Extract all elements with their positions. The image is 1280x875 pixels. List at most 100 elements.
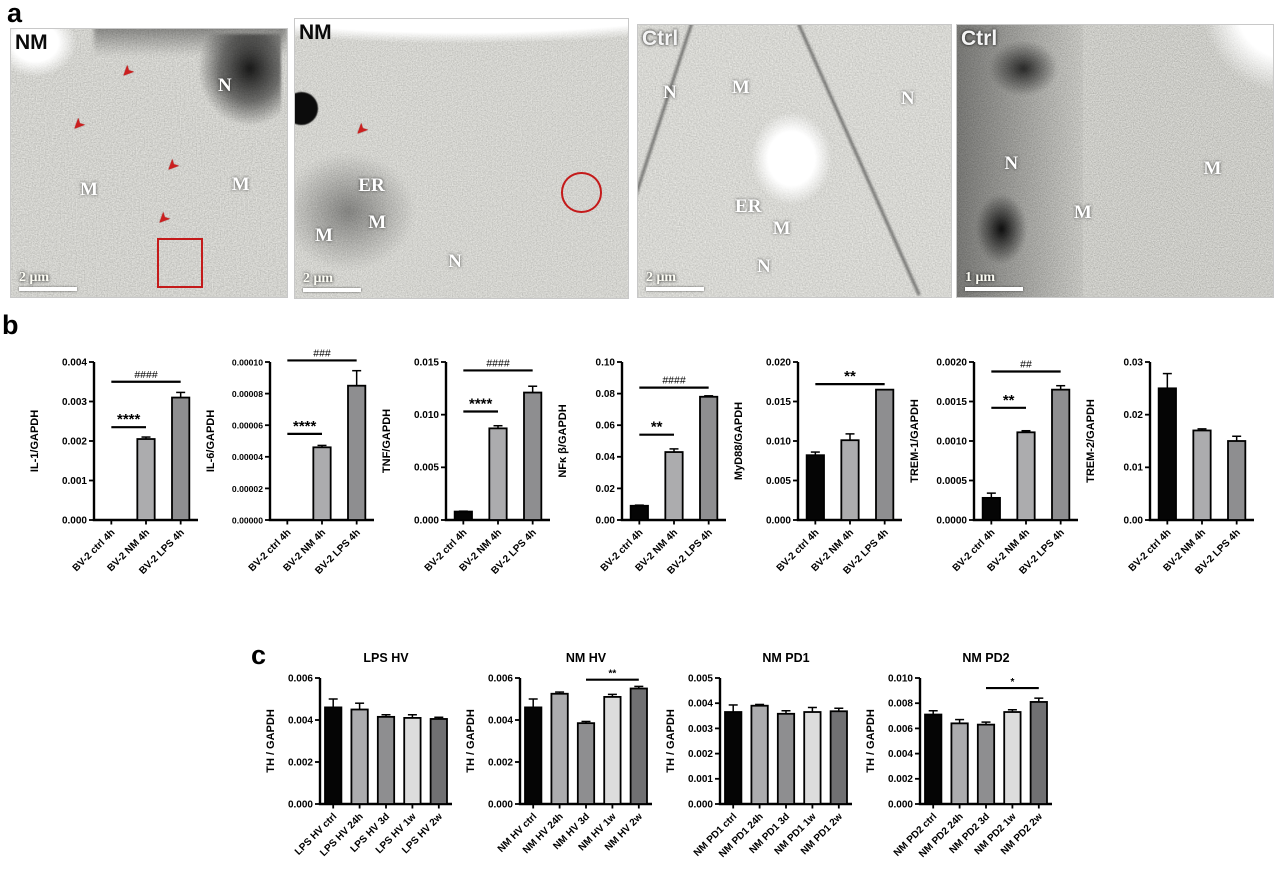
significance-label: ### — [313, 347, 331, 359]
bar-bv-2-ctrl-4h — [805, 454, 825, 521]
bar-bv-2-lps-4h — [875, 388, 895, 521]
y-tick-label: 0.004 — [688, 699, 713, 710]
bar-bv-2-lps-4h — [1227, 440, 1247, 521]
bar-nm-pd1-24h — [750, 704, 769, 805]
em-texture — [295, 19, 628, 298]
bar-nm-pd2-2w — [1029, 701, 1048, 805]
condition-label: Ctrl — [642, 27, 679, 50]
y-tick-label: 0.0015 — [936, 397, 967, 408]
bar-chart-trem1-gapdh: 0.0000 0.0005 0.0010 0.0015 0.0020 BV-2 ctrl … — [908, 326, 1084, 605]
y-tick-label: 0.0020 — [936, 357, 967, 368]
bar-nm-hv-1w — [603, 696, 622, 805]
y-tick-label: 0.00008 — [232, 389, 263, 399]
bar-bv-2-nm-4h — [1192, 429, 1212, 521]
bar-lps-hv-2w — [429, 718, 448, 805]
panel-c-label: c — [251, 640, 267, 670]
bar-chart-nfkb-gapdh: 0.00 0.02 0.04 0.06 0.08 0.10 BV-2 ctrl 4h BV-2… — [556, 326, 732, 605]
y-tick-label: 0.010 — [766, 436, 791, 447]
bar-chart-trem2-gapdh: 0.00 0.01 0.02 0.03 BV-2 ctrl 4h BV-2 NM 4h BV… — [1084, 326, 1260, 605]
y-tick-label: 0.002 — [288, 757, 313, 768]
organelle-label-m: M — [368, 211, 387, 233]
bar-nm-pd1-ctrl — [724, 711, 743, 805]
organelle-label-n: N — [218, 74, 232, 96]
condition-label: NM — [299, 21, 332, 44]
panel-b-chart-row: 0.000 0.001 0.002 0.003 0.004 BV-2 ctrl 4h BV-… — [28, 326, 1260, 605]
significance-label: ** — [844, 368, 856, 385]
scale-bar-label: 2 μm — [19, 270, 50, 285]
panel-a-label: a — [7, 0, 23, 28]
y-axis-label: IL-1/GAPDH — [29, 410, 41, 472]
y-tick-label: 0.06 — [596, 421, 616, 432]
y-tick-label: 0.002 — [688, 749, 713, 760]
significance-label: #### — [134, 369, 158, 381]
organelle-label-n: N — [1004, 152, 1019, 174]
y-axis-label: TH / GAPDH — [465, 709, 477, 773]
bar-bv-2-nm-4h — [488, 427, 508, 521]
scale-bar: 2 μm — [646, 270, 704, 291]
y-tick-label: 0.000 — [766, 515, 791, 526]
bar-bv-2-nm-4h — [312, 446, 332, 521]
bar-lps-hv-3d — [376, 715, 396, 805]
y-tick-label: 0.003 — [62, 397, 87, 408]
organelle-label-m: M — [80, 179, 98, 201]
y-tick-label: 0.005 — [688, 673, 713, 684]
condition-label: Ctrl — [961, 27, 998, 50]
em-texture — [11, 29, 287, 297]
scale-bar: 2 μm — [19, 270, 77, 291]
bar-chart-nm-pd2: NM PD2 0.000 0.002 0.004 0.006 0.008 0.010 NM P… — [860, 648, 1060, 875]
significance-label: #### — [662, 375, 686, 387]
y-tick-label: 0.00000 — [232, 515, 263, 525]
y-tick-label: 0.0000 — [936, 515, 967, 526]
y-tick-label: 0.005 — [414, 463, 439, 474]
organelle-label-m: M — [731, 76, 750, 98]
bar-chart-nm-pd1: NM PD1 0.000 0.001 0.002 0.003 0.004 0.005 NM P… — [660, 648, 860, 875]
bar-chart-lps-hv: LPS HV 0.000 0.002 0.004 0.006 LPS HV ctrl LPS… — [260, 648, 460, 875]
y-tick-label: 0.002 — [62, 436, 87, 447]
organelle-label-m: M — [1073, 201, 1092, 223]
y-tick-label: 0.004 — [288, 715, 313, 726]
y-tick-label: 0.0005 — [936, 476, 967, 487]
y-tick-label: 0.004 — [488, 715, 513, 726]
bar-bv-2-ctrl-4h — [981, 496, 1001, 521]
bar-bv-2-ctrl-4h — [629, 504, 649, 521]
y-tick-label: 0.00002 — [232, 484, 263, 494]
bar-bv-2-lps-4h — [699, 395, 719, 521]
chart-title: NM PD1 — [762, 651, 809, 665]
y-tick-label: 0.000 — [688, 799, 713, 810]
bar-bv-2-lps-4h — [1051, 388, 1071, 521]
organelle-label-m: M — [314, 225, 333, 247]
bar-bv-2-lps-4h — [171, 396, 191, 521]
y-tick-label: 0.005 — [766, 476, 791, 487]
bar-bv-2-nm-4h — [664, 451, 684, 521]
y-tick-label: 0.010 — [414, 410, 439, 421]
significance-label: **** — [469, 396, 493, 413]
y-axis-label: TH / GAPDH — [665, 709, 677, 773]
bar-nm-pd2-ctrl — [924, 713, 943, 805]
organelle-label-m: M — [1203, 158, 1222, 180]
em-image-ctrl-2: Ctrl N M M 1 μm — [956, 24, 1274, 298]
scale-bar-label: 2 μm — [646, 270, 677, 285]
scale-bar-label: 2 μm — [303, 271, 334, 286]
bar-lps-hv-1w — [403, 717, 422, 805]
y-tick-label: 0.00 — [1124, 515, 1144, 526]
bar-bv-2-nm-4h — [136, 438, 156, 521]
bar-lps-hv-ctrl — [324, 706, 343, 805]
bar-bv-2-ctrl-4h — [1157, 387, 1177, 521]
organelle-label-n: N — [448, 250, 462, 272]
organelle-label-er: ER — [358, 175, 385, 197]
em-image-nm-2: NM ER M M N ➤ 2 μm — [294, 18, 629, 299]
scale-bar: 2 μm — [303, 271, 361, 292]
y-tick-label: 0.015 — [414, 357, 439, 368]
bar-chart-il1-gapdh: 0.000 0.001 0.002 0.003 0.004 BV-2 ctrl 4h BV-… — [28, 326, 204, 605]
organelle-label-m: M — [772, 218, 791, 240]
y-tick-label: 0.006 — [888, 724, 913, 735]
scale-bar-line — [303, 288, 361, 292]
em-image-ctrl-1: Ctrl N M N ER M N 2 μm — [637, 24, 952, 298]
bar-nm-pd2-24h — [950, 722, 969, 805]
y-tick-label: 0.008 — [888, 699, 913, 710]
y-axis-label: TNF/GAPDH — [381, 409, 393, 473]
